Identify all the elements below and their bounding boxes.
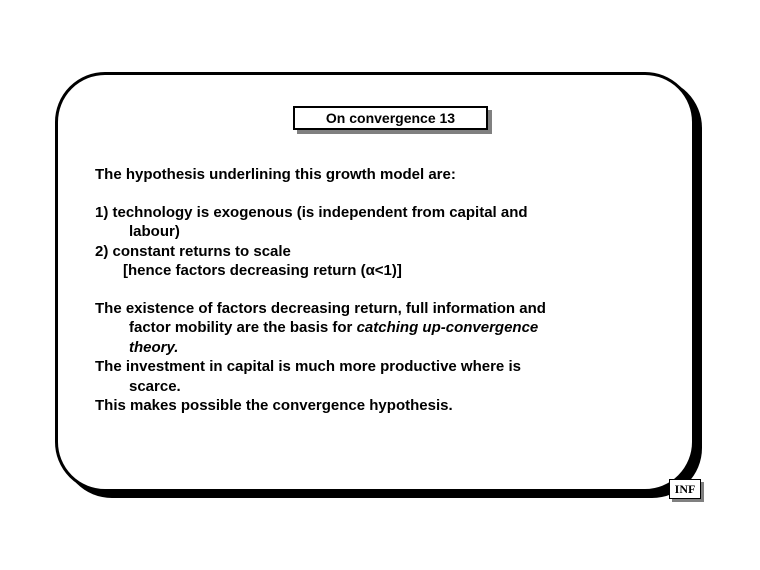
- intro-text: The hypothesis underlining this growth m…: [95, 165, 655, 185]
- para-1-plain: factor mobility are the basis for: [129, 319, 357, 336]
- para-1-italic-b: theory.: [95, 338, 655, 358]
- slide-title-box: On convergence 13: [293, 106, 488, 130]
- para-2-line-1: The investment in capital is much more p…: [95, 357, 655, 377]
- para-1-line-2: factor mobility are the basis for catchi…: [95, 318, 655, 338]
- para-1-line-1: The existence of factors decreasing retu…: [95, 299, 655, 319]
- para-2-line-2: scarce.: [95, 377, 655, 397]
- point-1: 1) technology is exogenous (is independe…: [95, 203, 655, 223]
- slide-title: On convergence 13: [326, 110, 455, 126]
- point-2: 2) constant returns to scale: [95, 242, 655, 262]
- badge-label: INF: [675, 482, 696, 497]
- para-1-italic-a: catching up-convergence: [357, 319, 539, 336]
- para-3: This makes possible the convergence hypo…: [95, 396, 655, 416]
- point-1-cont: labour): [95, 222, 655, 242]
- badge-box: INF: [669, 479, 701, 499]
- point-2-cont: [hence factors decreasing return (α<1)]: [95, 261, 655, 281]
- slide-content: The hypothesis underlining this growth m…: [95, 165, 655, 416]
